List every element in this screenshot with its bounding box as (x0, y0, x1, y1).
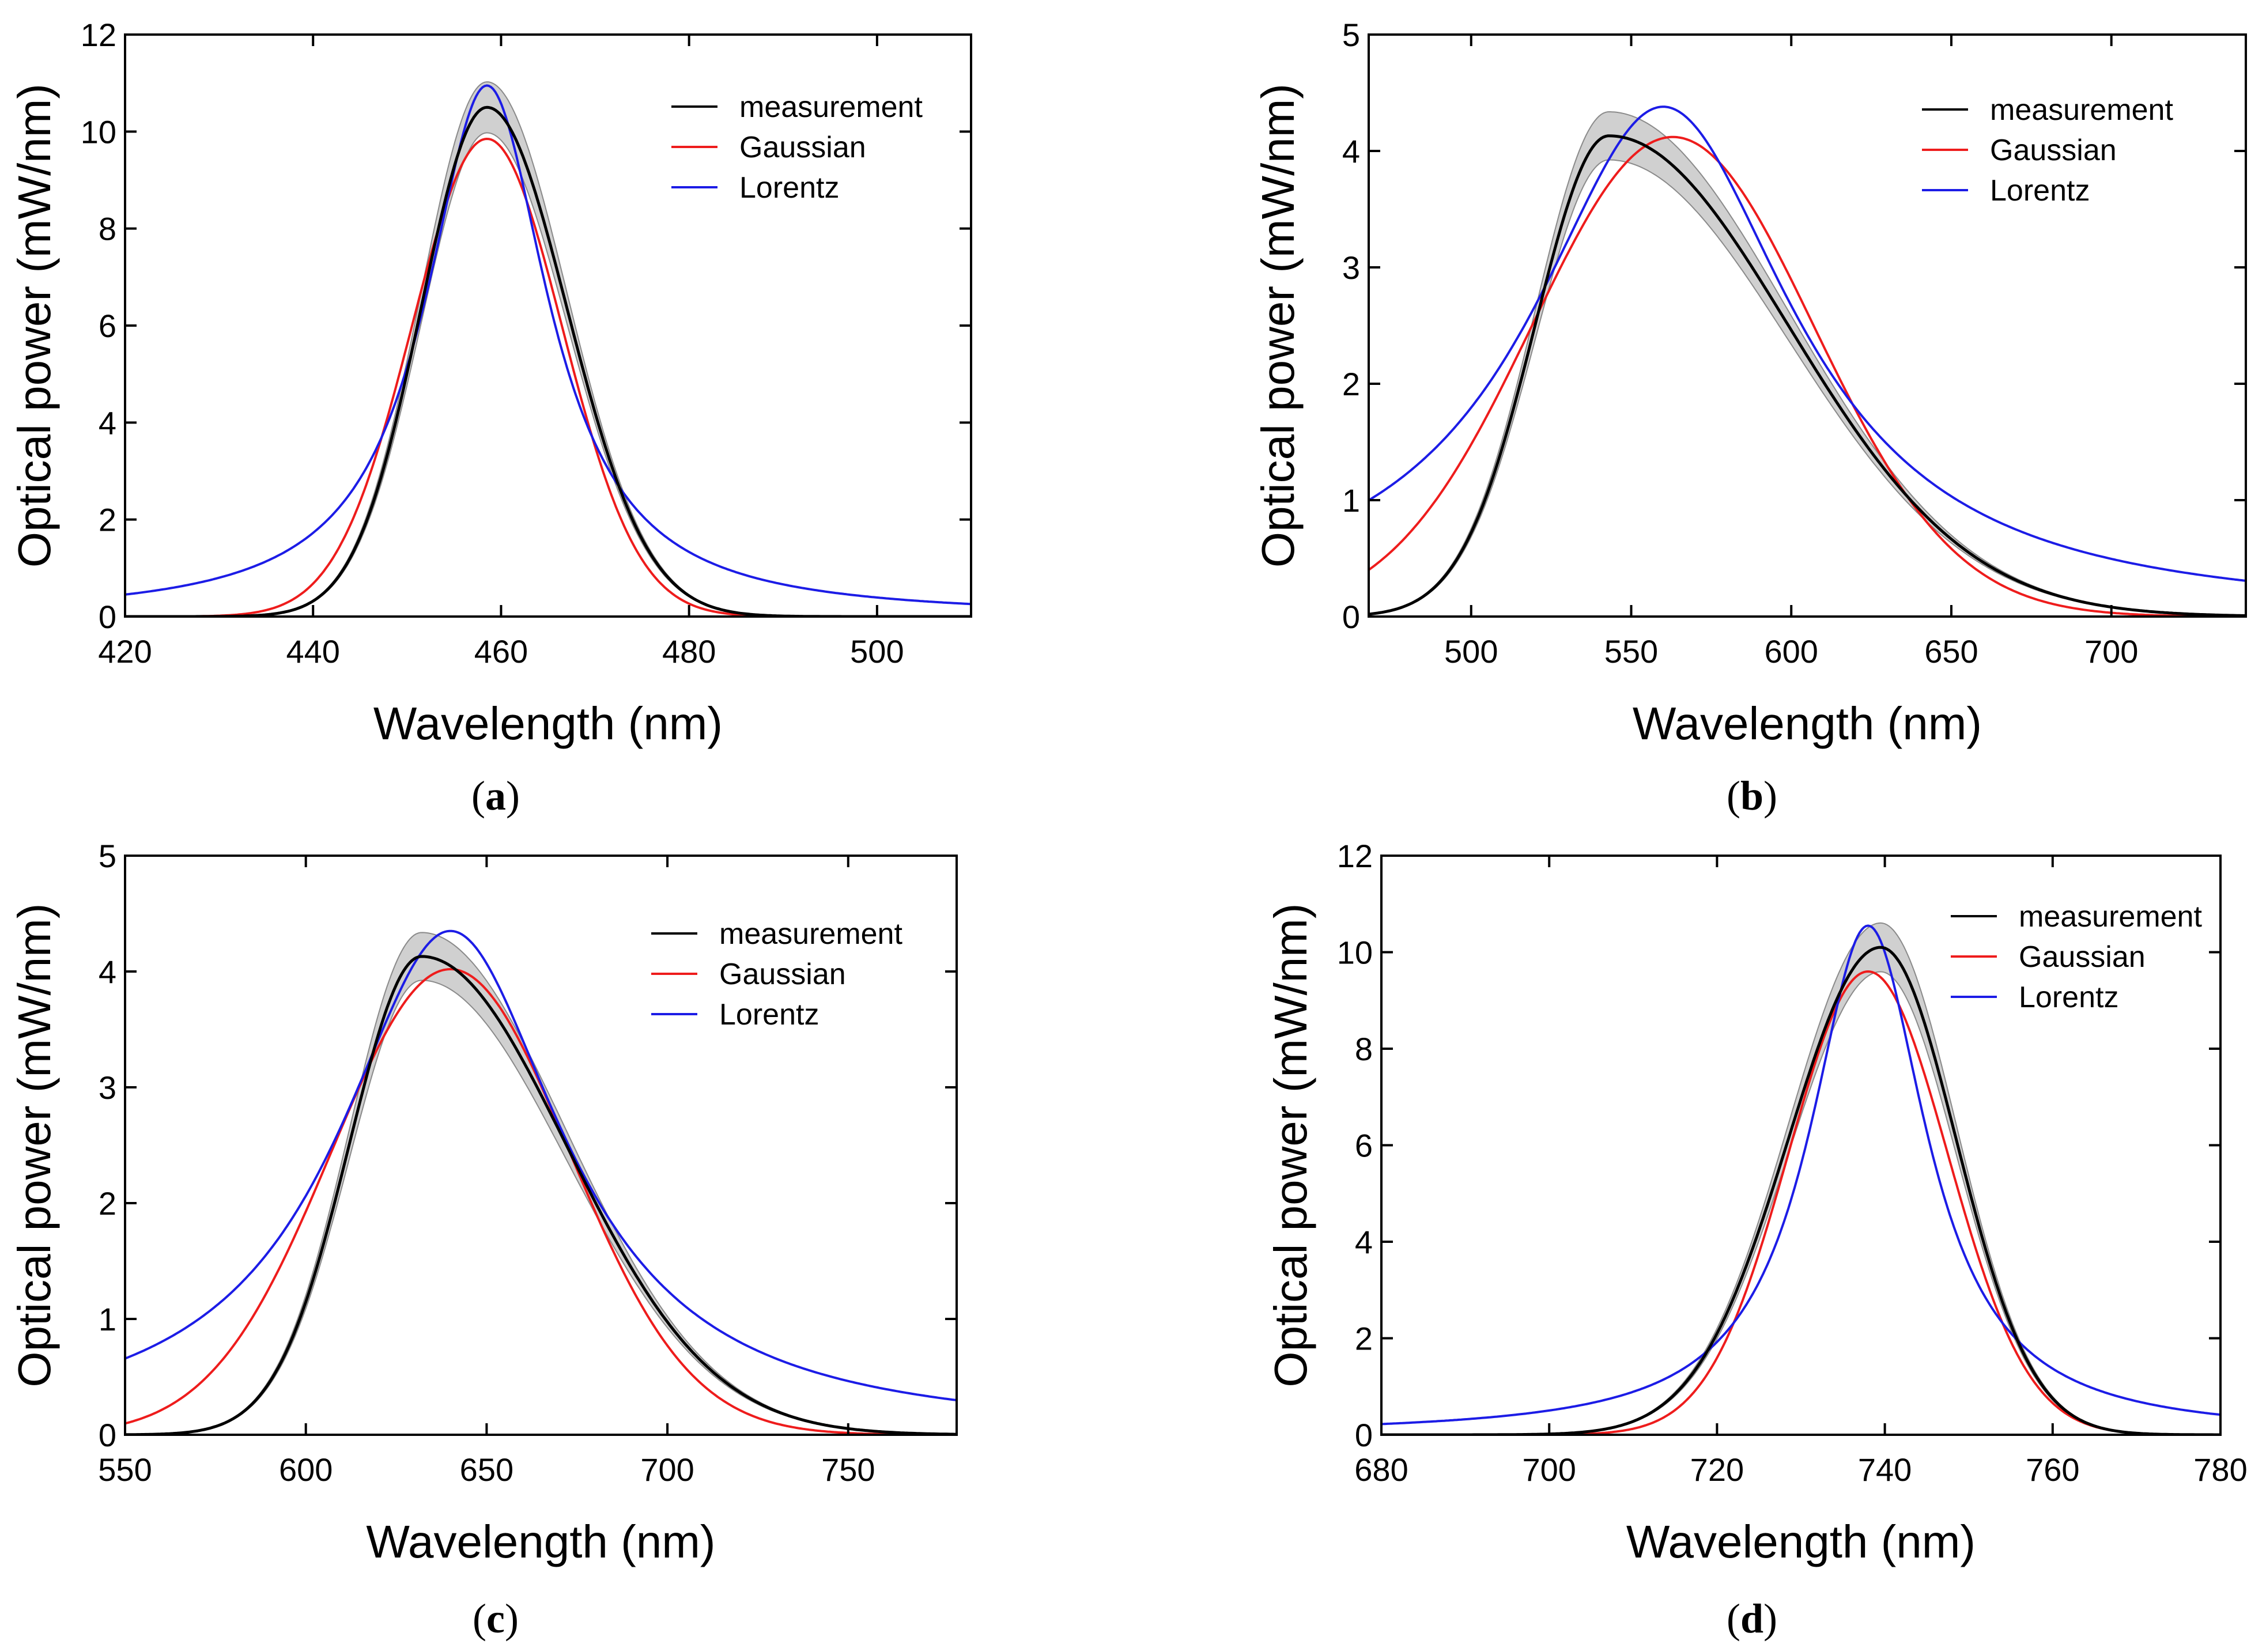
y-tick-label: 12 (1337, 838, 1373, 874)
panel-label: (c) (473, 1596, 519, 1642)
series-line-gaussian (125, 138, 971, 617)
y-tick-label: 6 (99, 308, 116, 344)
y-tick-label: 5 (99, 838, 116, 874)
y-tick-label: 2 (99, 502, 116, 538)
legend-label-gaussian: Gaussian (739, 131, 866, 164)
x-axis-title: Wavelength (nm) (366, 1516, 715, 1567)
x-axis-title: Wavelength (nm) (373, 698, 723, 749)
y-axis-title: Optical power (mW/nm) (1265, 903, 1316, 1387)
panel-label: (b) (1727, 773, 1777, 819)
y-tick-label: 2 (1355, 1321, 1373, 1357)
plot-frame (1368, 33, 2247, 618)
panel-a: 420 440 460 480 500 0 2 4 6 8 10 12 Wavelength (nm) O… (9, 17, 972, 819)
panel-label: (a) (471, 773, 520, 819)
x-tick-label: 700 (640, 1451, 694, 1488)
series-line-lorentz (125, 929, 957, 1401)
y-tick-label: 8 (99, 211, 116, 247)
x-tick-label: 680 (1354, 1451, 1408, 1488)
series-line-lorentz (1369, 105, 2246, 582)
legend-label-measurement: measurement (739, 90, 923, 124)
x-tick-label: 760 (2026, 1451, 2079, 1488)
series-line-lorentz (1381, 924, 2220, 1426)
x-tick-label: 650 (460, 1451, 513, 1488)
x-tick-label: 750 (821, 1451, 875, 1488)
y-tick-label: 0 (1355, 1417, 1373, 1453)
x-axis-title: Wavelength (nm) (1633, 698, 1982, 749)
x-tick-label: 420 (98, 633, 152, 670)
y-tick-label: 3 (1342, 249, 1360, 286)
x-tick-label: 440 (286, 633, 340, 670)
y-tick-label: 4 (99, 954, 116, 990)
legend: measurement Gaussian Lorentz (671, 90, 923, 205)
x-tick-label: 720 (1690, 1451, 1744, 1488)
x-tick-label: 780 (2193, 1451, 2247, 1488)
legend: measurement Gaussian Lorentz (1951, 900, 2202, 1014)
panel-d: 680 700 720 740 760 780 0 2 4 6 8 10 12 Wavelength (n… (1265, 838, 2248, 1642)
x-tick-label: 650 (1924, 633, 1978, 670)
y-tick-label: 0 (99, 599, 116, 635)
x-axis-title: Wavelength (nm) (1626, 1516, 1976, 1567)
y-tick-label: 12 (81, 17, 116, 53)
legend-label-measurement: measurement (2019, 900, 2202, 933)
legend: measurement Gaussian Lorentz (1922, 93, 2173, 207)
y-tick-label: 0 (99, 1417, 116, 1453)
y-tick-label: 4 (99, 405, 116, 441)
x-tick-label: 460 (474, 633, 528, 670)
y-tick-label: 3 (99, 1069, 116, 1106)
series-line-gaussian (1369, 135, 2246, 617)
plot-area (125, 929, 957, 1435)
legend-label-lorentz: Lorentz (1990, 174, 2090, 207)
y-axis-title: Optical power (mW/nm) (9, 903, 60, 1387)
series-line-gaussian (1381, 970, 2220, 1435)
legend-label-gaussian: Gaussian (2019, 940, 2146, 974)
x-tick-label: 480 (662, 633, 716, 670)
y-tick-label: 1 (99, 1301, 116, 1337)
measurement-uncertainty-band (125, 932, 957, 1435)
measurement-uncertainty-band (1369, 111, 2246, 617)
series-line-measurement (125, 105, 971, 617)
x-tick-label: 740 (1858, 1451, 1912, 1488)
legend-label-lorentz: Lorentz (719, 998, 819, 1031)
y-tick-label: 2 (1342, 366, 1360, 402)
y-tick-label: 10 (1337, 935, 1373, 971)
y-tick-label: 4 (1342, 133, 1360, 169)
y-tick-label: 0 (1342, 599, 1360, 635)
legend-label-lorentz: Lorentz (2019, 981, 2118, 1014)
x-tick-label: 700 (2084, 633, 2138, 670)
x-tick-label: 600 (1765, 633, 1818, 670)
legend-label-lorentz: Lorentz (739, 171, 839, 205)
y-axis-title: Optical power (mW/nm) (1252, 84, 1304, 568)
series-line-gaussian (125, 968, 957, 1435)
x-tick-label: 500 (1444, 633, 1498, 670)
y-tick-label: 1 (1342, 482, 1360, 519)
series-line-measurement (1369, 134, 2246, 617)
y-tick-label: 5 (1342, 17, 1360, 53)
plot-frame (124, 855, 958, 1436)
series-line-measurement (1381, 946, 2220, 1435)
y-axis-title: Optical power (mW/nm) (9, 84, 60, 568)
y-tick-label: 8 (1355, 1031, 1373, 1067)
panel-b: 500 550 600 650 700 0 1 2 3 4 5 Wavelength (nm) Opti… (1252, 17, 2247, 819)
x-tick-label: 700 (1522, 1451, 1576, 1488)
legend-label-measurement: measurement (719, 917, 902, 951)
legend-label-measurement: measurement (1990, 93, 2173, 127)
legend-label-gaussian: Gaussian (719, 958, 846, 991)
panel-label: (d) (1727, 1596, 1777, 1642)
measurement-uncertainty-band (125, 81, 971, 617)
legend-label-gaussian: Gaussian (1990, 134, 2117, 167)
x-tick-label: 600 (279, 1451, 333, 1488)
legend: measurement Gaussian Lorentz (651, 917, 902, 1031)
panel-c: 550 600 650 700 750 0 1 2 3 4 5 Wavelength (nm) Opti… (9, 838, 958, 1642)
y-tick-label: 6 (1355, 1128, 1373, 1164)
plot-area (1369, 105, 2246, 617)
y-tick-label: 4 (1355, 1224, 1373, 1260)
series-line-lorentz (125, 84, 971, 606)
series-line-measurement (125, 955, 957, 1435)
x-tick-label: 500 (850, 633, 904, 670)
y-tick-label: 2 (99, 1185, 116, 1222)
x-tick-label: 550 (1604, 633, 1658, 670)
y-tick-label: 10 (81, 114, 116, 150)
x-tick-label: 550 (98, 1451, 152, 1488)
